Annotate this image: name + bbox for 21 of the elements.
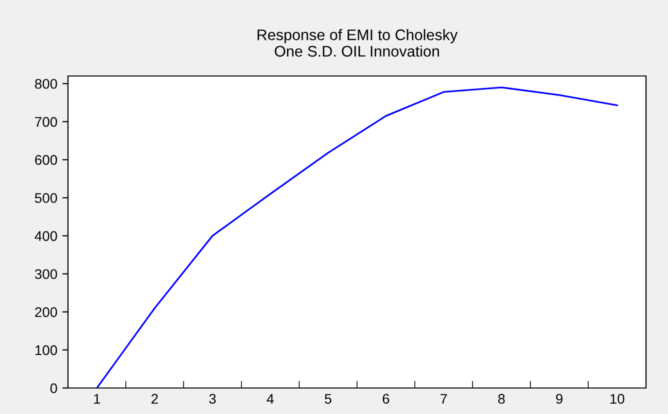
y-tick-label: 700 bbox=[35, 116, 58, 127]
y-tick-label: 400 bbox=[34, 231, 58, 241]
y-tick-label: 500 bbox=[34, 193, 58, 203]
line-series bbox=[96, 86, 618, 388]
x-tick-label: 6 bbox=[382, 394, 390, 404]
y-tick-label: 0 bbox=[50, 383, 58, 394]
y-tick-label: 100 bbox=[35, 345, 58, 356]
x-tick-label: 2 bbox=[152, 394, 158, 404]
y-tick-label: 600 bbox=[35, 155, 58, 165]
x-tick-label: 5 bbox=[324, 394, 332, 404]
y-tick-label: 300 bbox=[34, 269, 58, 280]
x-tick-label: 3 bbox=[209, 394, 216, 404]
x-tick-label: 4 bbox=[266, 394, 274, 404]
x-tick-label: 8 bbox=[498, 394, 505, 404]
x-tick-label: 7 bbox=[440, 394, 447, 404]
x-tick-label: 9 bbox=[556, 394, 563, 404]
chart-title: Response of EMI to Cholesky One S.D. OIL Innovation bbox=[258, 29, 458, 57]
x-tick-label: 1 bbox=[94, 394, 100, 404]
x-tick-label: 10 bbox=[610, 394, 624, 404]
y-tick-label: 800 bbox=[35, 78, 58, 89]
y-tick-label: 200 bbox=[35, 307, 58, 318]
